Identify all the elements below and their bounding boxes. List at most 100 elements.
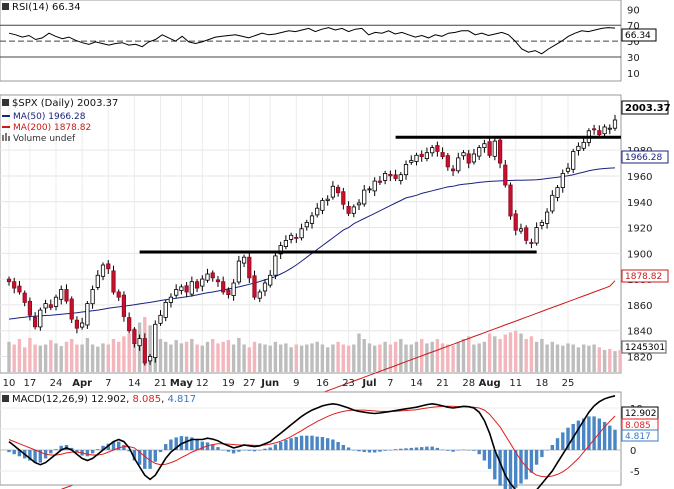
- volume-bar: [326, 347, 330, 373]
- candle: [393, 169, 398, 182]
- macd-hist-bar: [561, 432, 565, 450]
- volume-bar: [430, 341, 434, 373]
- volume-bar: [23, 347, 27, 373]
- hist-value-box: [621, 429, 659, 442]
- macd-hist-bar: [388, 450, 393, 451]
- candle: [189, 276, 194, 297]
- macd-hist-bar: [49, 450, 53, 454]
- volume-bar: [12, 344, 16, 372]
- volume-bar: [43, 344, 48, 372]
- volume-bar: [540, 339, 544, 372]
- candle: [153, 320, 158, 363]
- macd-hist-bar: [326, 438, 330, 450]
- macd-tick-label: 0: [630, 446, 636, 457]
- candle: [419, 150, 424, 162]
- x-tick-label: 21: [154, 378, 167, 389]
- volume-bar: [184, 341, 189, 373]
- rsi-tick-label: 70: [627, 21, 640, 32]
- macd-hist-bar: [237, 450, 241, 452]
- candle: [382, 170, 388, 185]
- macd-value-label: 12.902: [625, 409, 657, 419]
- x-tick-label: 25: [562, 378, 575, 389]
- macd-hist-bar: [174, 437, 178, 450]
- volume-legend-swatch: [2, 133, 10, 141]
- volume-bar: [519, 333, 523, 372]
- macd-hist-bar: [576, 420, 581, 450]
- candle: [95, 270, 100, 290]
- macd-hist-bar: [545, 450, 549, 451]
- macd-hist-bar: [158, 450, 163, 453]
- macd-hist-bar: [70, 447, 74, 450]
- macd-hist-bar: [137, 450, 142, 465]
- candle: [278, 241, 283, 260]
- volume-bar: [252, 341, 257, 373]
- signal-value-label: 8.085: [625, 421, 651, 431]
- candle: [111, 265, 116, 295]
- macd-hist-bar: [451, 450, 455, 452]
- candle: [241, 254, 247, 268]
- candle: [288, 232, 294, 244]
- macd-hist-bar: [148, 450, 152, 469]
- volume-bar: [456, 341, 460, 373]
- volume-bar: [263, 344, 267, 372]
- macd-hist-bar: [425, 446, 429, 450]
- candle: [116, 289, 121, 302]
- x-tick-label: 14: [410, 378, 423, 389]
- candle: [581, 137, 586, 151]
- volume-bar: [446, 344, 450, 372]
- volume-bars: [7, 317, 622, 373]
- candle: [221, 276, 226, 295]
- volume-bar: [211, 339, 215, 372]
- candle: [299, 223, 304, 241]
- rsi-legend-swatch: [2, 3, 9, 10]
- macd-hist-bar: [404, 448, 408, 450]
- volume-bar: [33, 344, 37, 372]
- volume-bar: [195, 344, 199, 372]
- volume-bar: [122, 336, 126, 373]
- macd-hist-bar: [75, 450, 79, 453]
- macd-hist-bar: [169, 439, 173, 450]
- price-title: $SPX (Daily) 2003.37: [12, 98, 118, 109]
- candle: [6, 276, 12, 286]
- candle: [320, 197, 325, 215]
- macd-hist-bar: [111, 441, 116, 450]
- volume-bar: [393, 341, 398, 373]
- macd-title: MACD(12,26,9) 12.902, 8.085, 4.817: [12, 394, 196, 405]
- ma200-value-label: 1878.82: [625, 272, 662, 282]
- macd-hist-bar: [493, 450, 497, 480]
- macd-hist-bar: [221, 450, 225, 451]
- macd-hist-bar: [613, 429, 617, 450]
- volume-bar: [362, 339, 366, 372]
- candle: [100, 262, 106, 281]
- volume-bar: [597, 347, 601, 373]
- macd-hist-bar: [143, 450, 147, 469]
- candle: [430, 145, 435, 157]
- candle: [330, 181, 336, 200]
- price-tick-label: 1900: [627, 249, 652, 260]
- volume-bar: [508, 332, 513, 372]
- candle: [132, 327, 137, 348]
- candle: [398, 172, 403, 185]
- volume-bar: [279, 344, 283, 372]
- rsi-series-line: [8, 27, 616, 55]
- macd-hist-bar: [299, 435, 304, 450]
- candle: [388, 170, 393, 182]
- macd-hist-bar: [258, 450, 262, 451]
- candle: [592, 124, 597, 135]
- volume-bar: [440, 343, 445, 372]
- candle: [106, 260, 111, 274]
- x-tick-label: 16: [316, 378, 329, 389]
- volume-bar: [378, 344, 382, 372]
- candle: [450, 165, 456, 176]
- volume-bar: [59, 346, 63, 372]
- macd-hist-bar: [127, 450, 131, 452]
- candle: [335, 184, 341, 197]
- candle: [529, 238, 534, 249]
- candle: [325, 195, 330, 206]
- volume-bar: [17, 339, 22, 372]
- candle: [247, 253, 252, 284]
- volume-value-box: [621, 340, 667, 354]
- x-tick-label: Apr: [72, 378, 92, 389]
- candle: [252, 270, 257, 300]
- volume-bar: [247, 347, 251, 373]
